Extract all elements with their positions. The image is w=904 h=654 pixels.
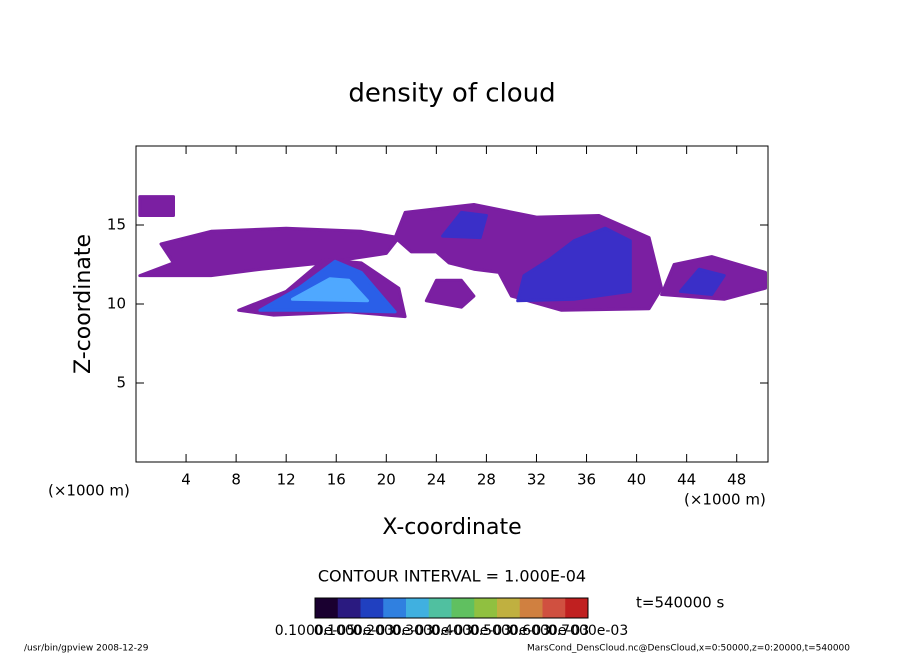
x-axis-label: X-coordinate — [382, 515, 521, 540]
x-tick-label: 16 — [327, 471, 346, 489]
colorbar-label: 0.2000e-03 — [353, 623, 433, 639]
colorbar-swatch — [565, 598, 589, 618]
colorbar-label: 0.3000e-03 — [392, 623, 472, 639]
y-tick-label: 5 — [116, 374, 126, 392]
contour-region — [424, 278, 476, 309]
colorbar-swatch — [451, 598, 475, 618]
x-tick-label: 28 — [477, 471, 496, 489]
colorbar-swatch — [406, 598, 430, 618]
colorbar-label: 0.5000e-03 — [470, 623, 550, 639]
y-axis-label: Z-coordinate — [71, 234, 96, 374]
footer-left: /usr/bin/gpview 2008-12-29 — [24, 644, 149, 654]
x-tick-label: 20 — [377, 471, 396, 489]
colorbar-swatch — [360, 598, 384, 618]
x-tick-label: 36 — [577, 471, 596, 489]
y-tick-label: 15 — [107, 216, 126, 234]
colorbar-label: 0.6000e-03 — [509, 623, 589, 639]
colorbar-swatch — [428, 598, 452, 618]
chart-title: density of cloud — [348, 79, 555, 109]
contour-region — [138, 226, 401, 278]
y-tick-label: 10 — [107, 295, 126, 313]
x-unit: (×1000 m) — [684, 491, 766, 509]
x-tick-label: 32 — [527, 471, 546, 489]
x-tick-label: 40 — [627, 471, 646, 489]
colorbar-swatch — [383, 598, 407, 618]
time-label: t=540000 s — [636, 594, 724, 612]
x-tick-label: 12 — [277, 471, 296, 489]
colorbar-label: 0.4000e-03 — [431, 623, 511, 639]
y-unit: (×1000 m) — [48, 482, 130, 500]
contour-region — [678, 267, 726, 296]
colorbar-label: 0.1000e-03 — [314, 623, 394, 639]
colorbar-swatch — [519, 598, 543, 618]
x-tick-label: 4 — [181, 471, 191, 489]
x-tick-label: 24 — [427, 471, 446, 489]
contour-region — [290, 277, 369, 303]
contour-interval: CONTOUR INTERVAL = 1.000E-04 — [318, 567, 586, 586]
contour-region — [441, 210, 488, 240]
colorbar-swatch — [474, 598, 498, 618]
x-tick-label: 8 — [231, 471, 241, 489]
x-tick-label: 44 — [677, 471, 696, 489]
contour-region — [516, 226, 632, 303]
colorbar-label: 0.7000e-03 — [548, 623, 628, 639]
colorbar-swatch — [315, 598, 339, 618]
colorbar-frame — [314, 597, 589, 619]
colorbar-label: 0.1000e-05 — [275, 623, 355, 639]
colorbar-swatch — [337, 598, 361, 618]
colorbar-swatch — [542, 598, 566, 618]
x-tick-label: 48 — [727, 471, 746, 489]
colorbar-swatch — [497, 598, 521, 618]
contour-region — [138, 195, 175, 217]
footer-right: MarsCond_DensCloud.nc@DensCloud,x=0:5000… — [527, 644, 850, 654]
